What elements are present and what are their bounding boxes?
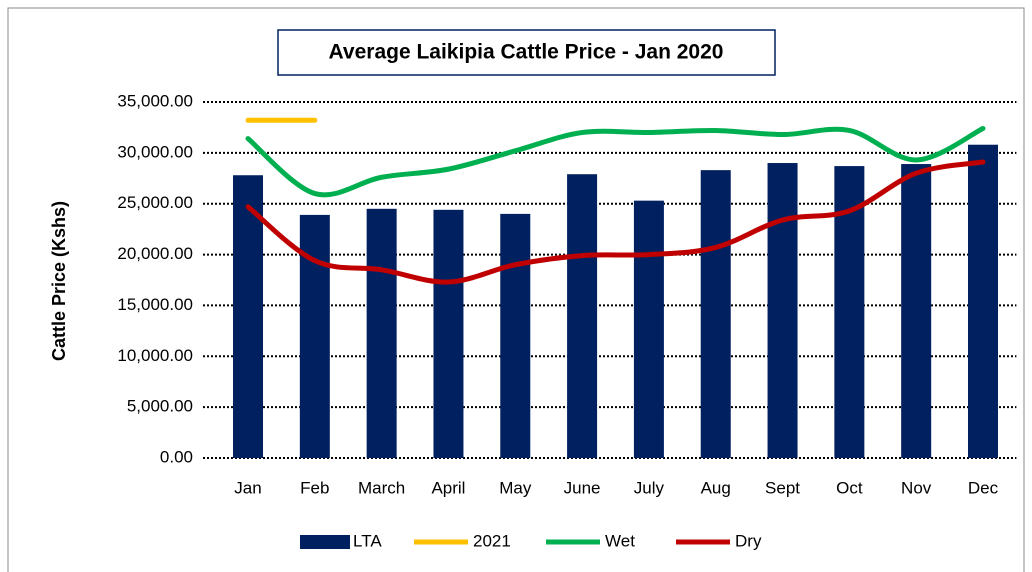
bar [233,175,264,458]
legend-label: LTA [353,531,382,550]
line [245,125,986,198]
y-tick-label: 25,000.00 [117,193,193,212]
legend-label: Dry [735,531,762,550]
x-tick-label: Feb [300,478,329,497]
legend-label: Wet [605,531,635,550]
x-tick-label: June [564,478,601,497]
x-tick-label: Dec [968,478,999,497]
title-box [277,29,776,76]
y-tick-label: 15,000.00 [117,295,193,314]
x-tick-label: Aug [701,478,731,497]
x-tick-label: Oct [836,478,863,497]
bar [767,163,798,458]
bar [299,214,330,458]
chart-border [7,7,1025,572]
bar [967,144,998,458]
x-tick-label: July [634,478,665,497]
bar [633,200,664,459]
y-axis-label: Cattle Price (Kshs) [49,201,69,361]
bar [500,213,531,458]
legend-label: 2021 [473,531,511,550]
x-tick-label: Sept [765,478,800,497]
x-tick-label: Nov [901,478,932,497]
chart-title: Average Laikipia Cattle Price - Jan 2020 [329,41,724,64]
y-tick-label: 35,000.00 [117,91,193,110]
bar [700,170,731,459]
x-tick-label: May [499,478,532,497]
line [245,159,986,285]
legend-swatch [300,535,350,549]
y-tick-label: 0.00 [160,447,193,466]
bar [433,209,464,458]
y-tick-label: 10,000.00 [117,346,193,365]
x-tick-label: Jan [234,478,261,497]
y-tick-label: 30,000.00 [117,142,193,161]
bar [901,164,932,458]
bar [567,174,598,458]
x-tick-label: April [431,478,465,497]
bar [366,208,397,458]
y-tick-label: 5,000.00 [127,397,193,416]
x-tick-label: March [358,478,405,497]
y-tick-label: 20,000.00 [117,244,193,263]
